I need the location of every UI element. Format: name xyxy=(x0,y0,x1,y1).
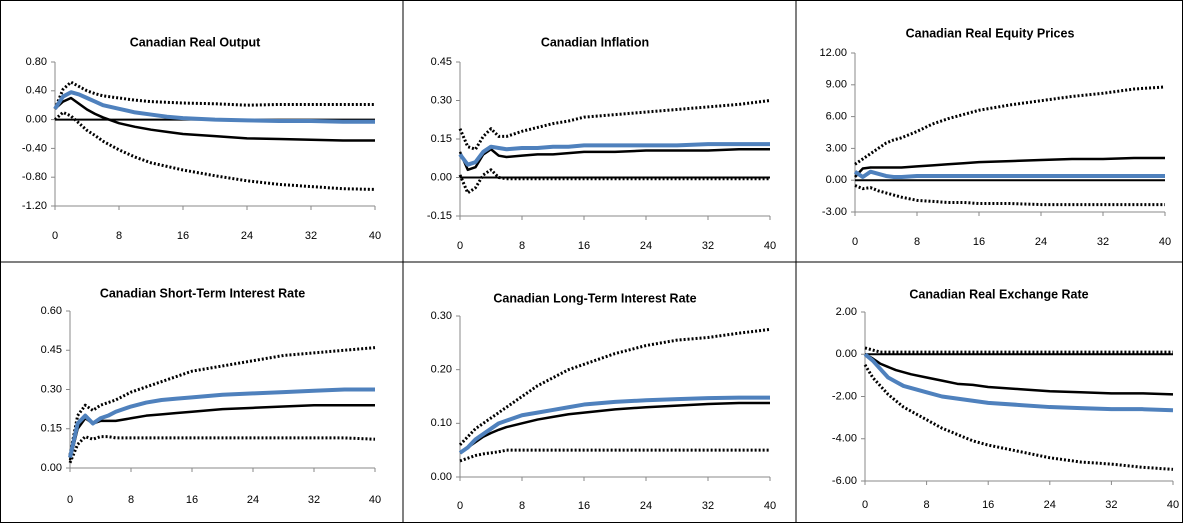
x-tick-label: 16 xyxy=(973,236,985,248)
x-tick-label: 32 xyxy=(702,500,714,512)
y-tick-label: 0.45 xyxy=(431,56,452,68)
x-tick-label: 24 xyxy=(640,240,652,252)
x-tick-label: 40 xyxy=(764,240,776,252)
series-line xyxy=(864,346,1173,354)
x-tick-label: 40 xyxy=(1159,236,1171,248)
series-line xyxy=(458,148,770,172)
chart-title: Canadian Long-Term Interest Rate xyxy=(493,291,696,305)
y-tick-label: -4.00 xyxy=(832,433,857,445)
series-line xyxy=(459,401,770,454)
x-tick-label: 16 xyxy=(177,230,189,242)
series-line xyxy=(458,168,770,195)
x-tick-label: 0 xyxy=(52,230,58,242)
y-tick-label: 0.00 xyxy=(26,114,47,126)
x-tick-label: 16 xyxy=(578,500,590,512)
x-tick-label: 24 xyxy=(640,500,652,512)
series-line xyxy=(54,96,375,142)
y-tick-label: 0.40 xyxy=(26,85,47,97)
y-tick-label: 0.30 xyxy=(431,94,452,106)
y-tick-label: 0.10 xyxy=(431,417,452,429)
series-line xyxy=(854,85,1166,166)
series-line xyxy=(68,346,376,456)
chart-title: Canadian Real Exchange Rate xyxy=(909,287,1088,301)
y-tick-label: 0.00 xyxy=(41,462,62,474)
x-tick-label: 32 xyxy=(308,494,320,506)
y-tick-label: 0.00 xyxy=(431,171,452,183)
series-line xyxy=(459,448,770,463)
y-tick-label: -2.00 xyxy=(832,390,857,402)
x-tick-label: 24 xyxy=(1035,236,1047,248)
chart-title: Canadian Real Equity Prices xyxy=(906,26,1075,40)
x-tick-label: 0 xyxy=(457,240,463,252)
series-line xyxy=(53,90,375,124)
x-tick-label: 8 xyxy=(924,499,930,511)
x-tick-label: 16 xyxy=(982,499,994,511)
x-tick-label: 0 xyxy=(67,494,73,506)
x-tick-label: 8 xyxy=(116,230,122,242)
x-tick-label: 8 xyxy=(519,500,525,512)
y-tick-label: 0.15 xyxy=(41,423,62,435)
y-tick-label: 0.15 xyxy=(431,133,452,145)
series-line xyxy=(68,435,376,464)
series-line xyxy=(863,352,1174,413)
y-tick-label: -0.80 xyxy=(22,171,47,183)
y-tick-label: 0.00 xyxy=(836,348,857,360)
series-line xyxy=(863,364,1174,471)
y-tick-label: -0.40 xyxy=(22,142,47,154)
y-tick-label: -3.00 xyxy=(822,206,847,218)
series-line xyxy=(853,169,1165,180)
chart-title: Canadian Real Output xyxy=(130,35,261,49)
x-tick-label: 0 xyxy=(862,499,868,511)
x-tick-label: 32 xyxy=(1105,499,1117,511)
x-tick-label: 40 xyxy=(369,494,381,506)
x-tick-label: 40 xyxy=(764,500,776,512)
x-tick-label: 40 xyxy=(1167,499,1179,511)
x-tick-label: 24 xyxy=(1044,499,1056,511)
series-line xyxy=(458,395,770,455)
x-tick-label: 32 xyxy=(1097,236,1109,248)
y-tick-label: 0.45 xyxy=(41,344,62,356)
x-tick-label: 8 xyxy=(128,494,134,506)
chart-title: Canadian Short-Term Interest Rate xyxy=(100,286,305,300)
series-line xyxy=(854,156,1165,178)
y-tick-label: 9.00 xyxy=(826,79,847,91)
y-tick-label: 0.00 xyxy=(826,174,847,186)
y-tick-label: 0.20 xyxy=(431,364,452,376)
x-tick-label: 24 xyxy=(241,230,253,242)
y-tick-label: 0.00 xyxy=(431,471,452,483)
x-tick-label: 8 xyxy=(519,240,525,252)
x-tick-label: 40 xyxy=(369,230,381,242)
x-tick-label: 32 xyxy=(702,240,714,252)
y-tick-label: 12.00 xyxy=(819,47,847,59)
series-line xyxy=(864,353,1174,396)
series-line xyxy=(68,387,375,458)
y-tick-label: 0.60 xyxy=(41,305,62,317)
y-tick-label: 0.80 xyxy=(26,56,47,68)
series-line xyxy=(53,110,376,191)
series-line xyxy=(854,184,1165,207)
y-tick-label: 3.00 xyxy=(826,142,847,154)
y-tick-label: 0.30 xyxy=(41,383,62,395)
x-tick-label: 0 xyxy=(457,500,463,512)
y-tick-label: -6.00 xyxy=(832,475,857,487)
x-tick-label: 8 xyxy=(914,236,920,248)
x-tick-label: 0 xyxy=(852,236,858,248)
x-tick-label: 16 xyxy=(578,240,590,252)
y-tick-label: 2.00 xyxy=(836,306,857,318)
x-tick-label: 16 xyxy=(186,494,198,506)
x-tick-label: 32 xyxy=(305,230,317,242)
series-line xyxy=(458,142,770,167)
y-tick-label: -1.20 xyxy=(22,200,47,212)
y-tick-label: 6.00 xyxy=(826,111,847,123)
series-line xyxy=(53,80,375,110)
series-line xyxy=(458,99,771,151)
x-tick-label: 24 xyxy=(247,494,259,506)
chart-title: Canadian Inflation xyxy=(541,35,649,49)
y-tick-label: -0.15 xyxy=(427,210,452,222)
y-tick-label: 0.30 xyxy=(431,310,452,322)
